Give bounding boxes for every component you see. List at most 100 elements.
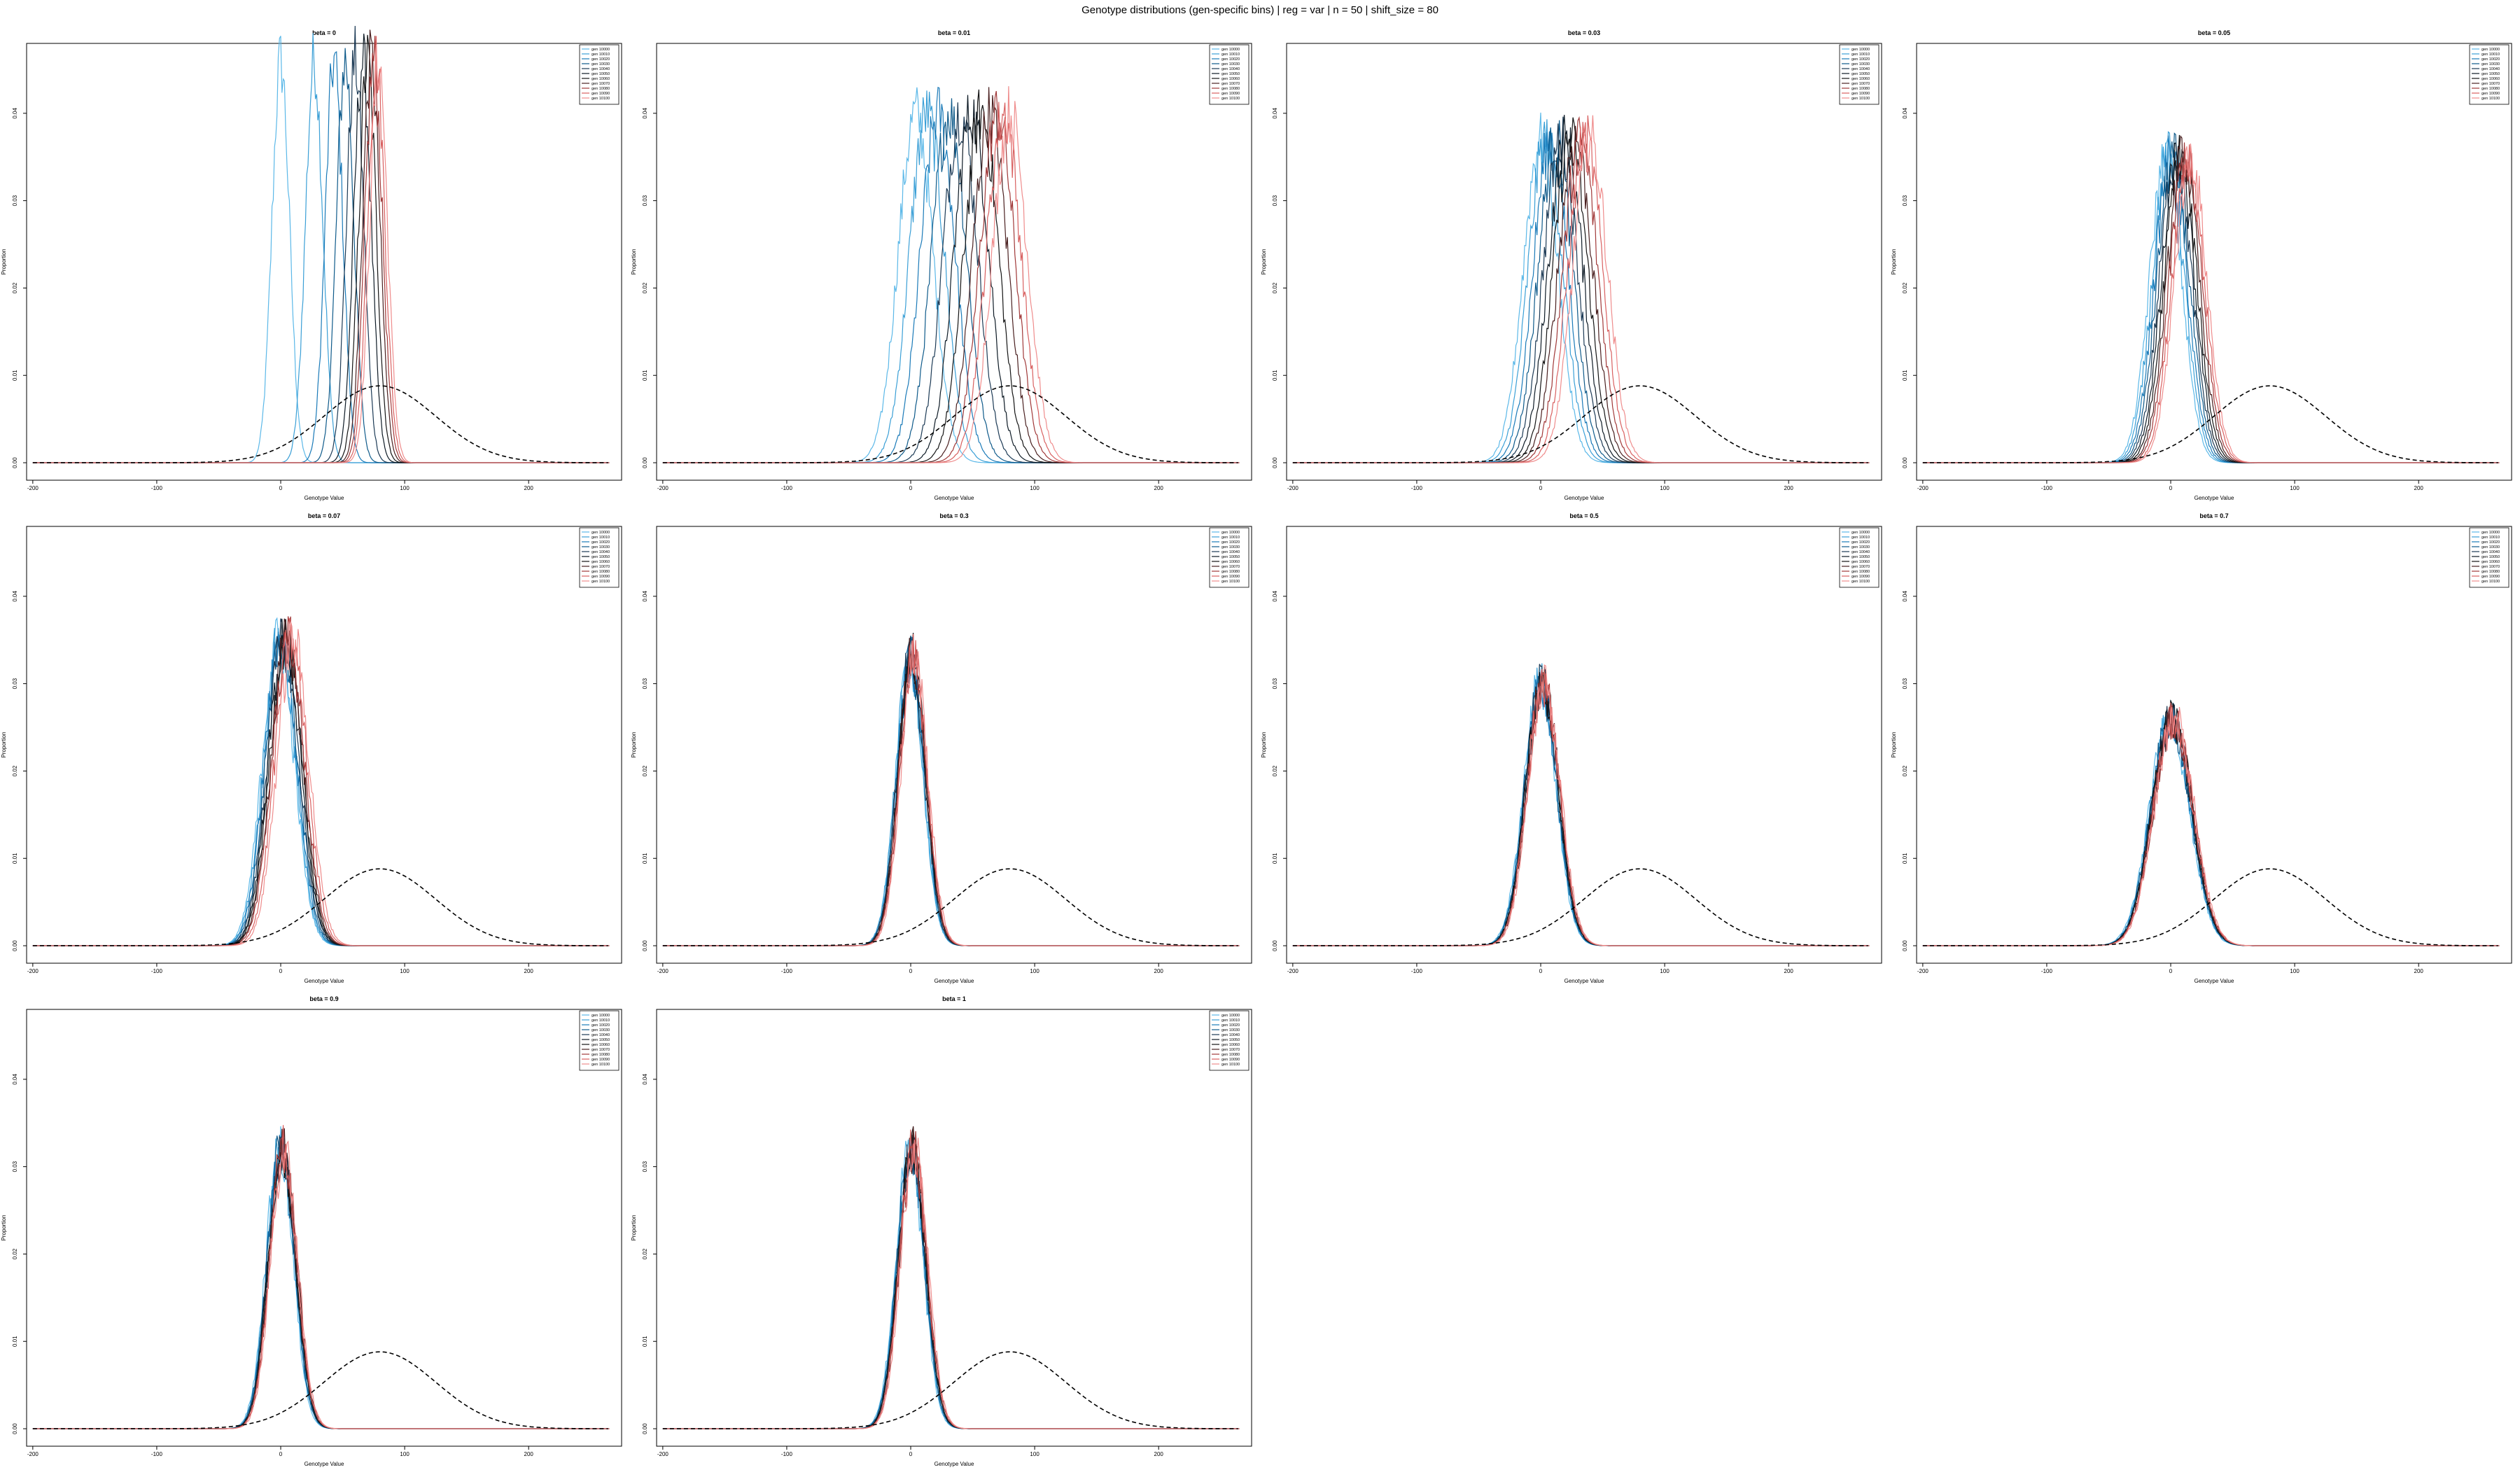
plot-frame: [26, 526, 622, 964]
x-axis-label: Genotype Value: [1564, 978, 1604, 984]
legend-entry: gen 10100: [592, 1063, 610, 1067]
panel-title: beta = 1: [942, 995, 966, 1002]
x-tick-label: 200: [2414, 968, 2424, 974]
panel-title: beta = 0.05: [2198, 29, 2230, 36]
x-axis-label: Genotype Value: [934, 978, 974, 984]
y-tick-label: 0.01: [12, 1336, 18, 1347]
legend-entry: gen 10070: [1222, 565, 1240, 569]
x-axis-label: Genotype Value: [934, 495, 974, 501]
y-tick-label: 0.00: [1272, 457, 1278, 468]
y-tick-label: 0.04: [1902, 108, 1908, 119]
y-axis-label: Proportion: [1261, 249, 1267, 275]
legend-entry: gen 10090: [592, 92, 610, 96]
x-tick-label: -200: [1917, 968, 1929, 974]
legend-entry: gen 10030: [1851, 62, 1870, 66]
legend-entry: gen 10100: [1851, 97, 1870, 101]
series-line: [32, 1152, 610, 1429]
legend-entry: gen 10080: [2482, 87, 2500, 91]
panel-title: beta = 0.9: [309, 995, 338, 1002]
y-tick-label: 0.01: [12, 853, 18, 864]
series-line: [662, 638, 1240, 946]
x-tick-label: -200: [657, 1451, 669, 1457]
y-tick-label: 0.02: [642, 1248, 648, 1259]
plot-frame: [26, 1009, 622, 1447]
x-axis-label: Genotype Value: [934, 1461, 974, 1467]
legend-entry: gen 10090: [1222, 575, 1240, 579]
legend-box: [1209, 527, 1250, 588]
legend-entry: gen 10060: [2482, 560, 2500, 564]
legend-entry: gen 10020: [592, 57, 610, 62]
y-tick-label: 0.02: [12, 282, 18, 293]
series-line: [1292, 666, 1870, 946]
series-line: [1292, 115, 1870, 463]
legend-entry: gen 10010: [1222, 52, 1240, 57]
legend-entry: gen 10050: [2482, 72, 2500, 76]
legend-entry: gen 10050: [592, 72, 610, 76]
optimum-curve: [32, 868, 608, 946]
y-tick-label: 0.03: [642, 1161, 648, 1172]
legend-entry: gen 10080: [1851, 87, 1870, 91]
legend-entry: gen 10010: [592, 1018, 610, 1023]
panel-svg: beta = 0.5 -200 -100 0 100 200 Genotype Value 0…: [1261, 512, 1882, 984]
legend-entry: gen 10060: [1222, 1043, 1240, 1047]
y-axis-label: Proportion: [1891, 249, 1897, 275]
y-tick-label: 0.03: [642, 678, 648, 689]
y-tick-label: 0.04: [12, 1074, 18, 1085]
plot-frame: [1286, 526, 1882, 964]
panel-svg: beta = 0.3 -200 -100 0 100 200 Genotype Value 0…: [631, 512, 1252, 984]
y-tick-label: 0.04: [1902, 591, 1908, 602]
panel-svg: beta = 0.01 -200 -100 0 100 200 Genotype Value…: [631, 29, 1252, 501]
legend-box: [579, 44, 620, 105]
legend-entry: gen 10020: [592, 1023, 610, 1028]
legend-entry: gen 10020: [1222, 540, 1240, 545]
series-line: [1292, 117, 1870, 463]
legend-entry: gen 10090: [592, 575, 610, 579]
legend-entry: gen 10100: [1851, 580, 1870, 584]
series-line: [32, 1140, 610, 1429]
x-tick-label: 100: [1660, 485, 1670, 491]
legend-entry: gen 10040: [592, 550, 610, 554]
plot-frame: [1916, 526, 2512, 964]
legend-entry: gen 10050: [1851, 555, 1870, 559]
y-tick-label: 0.03: [1902, 195, 1908, 206]
plot-frame: [26, 43, 622, 481]
legend-entry: gen 10050: [1222, 72, 1240, 76]
x-tick-label: -200: [27, 1451, 39, 1457]
legend-entry: gen 10070: [2482, 82, 2500, 86]
x-tick-label: 0: [1539, 485, 1543, 491]
series-line: [662, 634, 1240, 946]
series-line: [1922, 706, 2500, 946]
series-line: [662, 1129, 1240, 1429]
legend-box: [1839, 44, 1879, 105]
legend-entry: gen 10000: [1851, 48, 1870, 52]
y-tick-label: 0.04: [1272, 591, 1278, 602]
panel: beta = 0.7 -200 -100 0 100 200 Genotype Value 0…: [1890, 483, 2520, 984]
series-line: [32, 617, 610, 946]
legend-entry: gen 10030: [592, 545, 610, 550]
x-tick-label: 200: [524, 968, 534, 974]
series-line: [32, 34, 610, 463]
series-line: [662, 645, 1240, 946]
optimum-curve: [32, 1351, 608, 1429]
plot-frame: [656, 43, 1252, 481]
series-line: [32, 45, 610, 463]
legend-entry: gen 10010: [2482, 52, 2500, 57]
series-line: [32, 34, 610, 463]
series-line: [1292, 664, 1870, 946]
series-line: [32, 621, 610, 946]
x-tick-label: 0: [279, 485, 283, 491]
legend-entry: gen 10040: [1222, 550, 1240, 554]
x-tick-label: 200: [1784, 968, 1794, 974]
series-line: [1292, 119, 1870, 463]
x-tick-label: 100: [1030, 485, 1040, 491]
series-line: [32, 36, 610, 463]
panel: beta = 0.05 -200 -100 0 100 200 Genotype Value…: [1890, 0, 2520, 501]
y-tick-label: 0.01: [642, 370, 648, 381]
legend-entry: gen 10070: [1851, 82, 1870, 86]
x-tick-label: 100: [2290, 485, 2300, 491]
y-tick-label: 0.02: [1902, 765, 1908, 776]
